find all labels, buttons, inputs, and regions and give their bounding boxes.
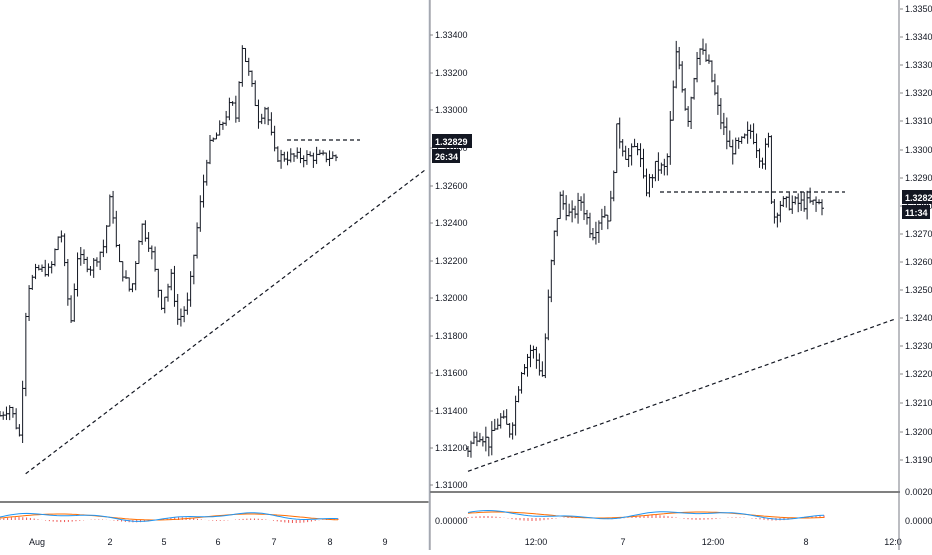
price-tick-label: 1.32600 bbox=[905, 257, 932, 267]
price-tick-label: 1.31900 bbox=[905, 455, 932, 465]
macd-line bbox=[467, 509, 825, 520]
chart-panel-1: 1.31000 1.31200 1.31400 1.31600 1.31800 1.320… bbox=[0, 30, 472, 547]
ohlc-bars bbox=[466, 38, 824, 458]
macd-pane: 0.00000 0.00200 bbox=[467, 487, 932, 526]
macd-zero-label: 0.00000 bbox=[905, 516, 932, 526]
macd-signal-line bbox=[467, 511, 825, 519]
price-tick-label: 1.33500 bbox=[905, 4, 932, 14]
price-tick-label: 1.32000 bbox=[435, 293, 468, 303]
price-tick-label: 1.33100 bbox=[905, 116, 932, 126]
price-tick-label: 1.32200 bbox=[435, 256, 468, 266]
ohlc-bars bbox=[0, 45, 338, 444]
price-tick-label: 1.32100 bbox=[905, 398, 932, 408]
time-tick-label: 6 bbox=[215, 537, 220, 547]
last-price-marker: 1.32829 26:34 bbox=[432, 134, 472, 163]
time-axis: Aug 2 5 6 7 8 9 bbox=[29, 537, 388, 547]
last-price-bg bbox=[902, 190, 932, 204]
last-price-label: 1.32829 bbox=[435, 137, 468, 147]
countdown-bg bbox=[902, 205, 930, 219]
price-tick-label: 1.33400 bbox=[905, 32, 932, 42]
price-tick-label: 1.31200 bbox=[435, 443, 468, 453]
time-axis: 12:00 7 12:00 8 12:0 bbox=[525, 537, 902, 547]
price-tick-label: 1.32900 bbox=[905, 173, 932, 183]
price-tick-label: 1.32200 bbox=[905, 369, 932, 379]
last-price-bg bbox=[432, 134, 472, 148]
price-tick-label: 1.32700 bbox=[905, 229, 932, 239]
last-price-marker: 1.32828 11:34 bbox=[902, 190, 932, 219]
price-tick-label: 1.33300 bbox=[905, 60, 932, 70]
price-axis: 1.31000 1.31200 1.31400 1.31600 1.31800 1.320… bbox=[430, 30, 468, 490]
countdown-label: 26:34 bbox=[435, 152, 458, 162]
price-tick-label: 1.32300 bbox=[905, 341, 932, 351]
chart-panel-2: 1.31900 1.32000 1.32100 1.32200 1.32300 1.324… bbox=[430, 4, 932, 547]
macd-top-label: 0.00200 bbox=[905, 487, 932, 497]
time-tick-label: 12:00 bbox=[702, 537, 725, 547]
price-tick-label: 1.31600 bbox=[435, 368, 468, 378]
trend-line[interactable] bbox=[25, 169, 426, 475]
price-tick-label: 1.32400 bbox=[435, 218, 468, 228]
price-tick-label: 1.32000 bbox=[905, 427, 932, 437]
time-tick-label: 12:0 bbox=[884, 537, 902, 547]
price-tick-label: 1.31400 bbox=[435, 406, 468, 416]
macd-line bbox=[0, 512, 339, 522]
price-tick-label: 1.31800 bbox=[435, 331, 468, 341]
price-tick-label: 1.31000 bbox=[435, 480, 468, 490]
time-tick-label: 2 bbox=[107, 537, 112, 547]
price-tick-label: 1.33000 bbox=[905, 145, 932, 155]
trend-line[interactable] bbox=[467, 318, 896, 472]
macd-signal-line bbox=[0, 513, 339, 521]
price-tick-label: 1.33400 bbox=[435, 30, 468, 40]
macd-pane: 0.00000 bbox=[0, 512, 468, 526]
time-tick-label: 7 bbox=[620, 537, 625, 547]
time-tick-label: 5 bbox=[161, 537, 166, 547]
countdown-bg bbox=[432, 149, 460, 163]
price-tick-label: 1.33000 bbox=[435, 105, 468, 115]
time-tick-label: 12:00 bbox=[525, 537, 548, 547]
time-tick-label: 9 bbox=[382, 537, 387, 547]
time-tick-label: 8 bbox=[803, 537, 808, 547]
time-tick-label: Aug bbox=[29, 537, 45, 547]
price-tick-label: 1.33200 bbox=[435, 68, 468, 78]
countdown-label: 11:34 bbox=[905, 208, 928, 218]
price-tick-label: 1.33200 bbox=[905, 88, 932, 98]
last-price-label: 1.32828 bbox=[905, 193, 932, 203]
price-tick-label: 1.32600 bbox=[435, 181, 468, 191]
price-tick-label: 1.32400 bbox=[905, 313, 932, 323]
price-axis: 1.31900 1.32000 1.32100 1.32200 1.32300 1.324… bbox=[900, 4, 932, 465]
time-tick-label: 8 bbox=[327, 537, 332, 547]
time-tick-label: 7 bbox=[271, 537, 276, 547]
price-tick-label: 1.32500 bbox=[905, 285, 932, 295]
macd-zero-label: 0.00000 bbox=[435, 516, 468, 526]
